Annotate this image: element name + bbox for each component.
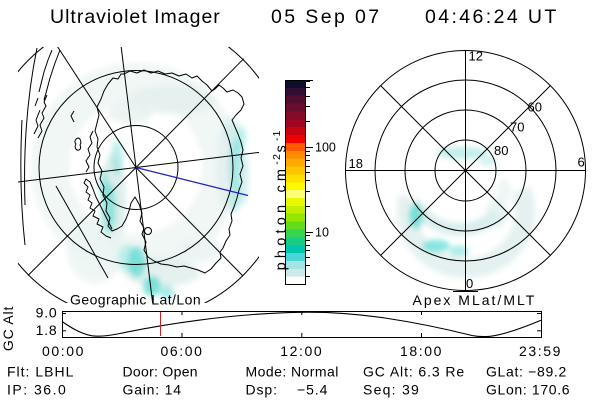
- svg-text:12:00: 12:00: [280, 343, 323, 359]
- svg-text:Door: Open: Door: Open: [123, 364, 198, 380]
- svg-text:Dsp: −5.4: Dsp: −5.4: [246, 382, 329, 398]
- svg-text:Flt: LBHL: Flt: LBHL: [7, 364, 74, 380]
- svg-text:06:00: 06:00: [160, 343, 203, 359]
- svg-text:GC Alt: 6.3 Re: GC Alt: 6.3 Re: [363, 364, 465, 380]
- svg-text:12: 12: [469, 49, 483, 64]
- svg-text:70: 70: [510, 120, 524, 135]
- svg-text:80: 80: [494, 143, 508, 158]
- svg-text:GLat: −89.2: GLat: −89.2: [486, 364, 567, 380]
- svg-text:60: 60: [528, 100, 542, 115]
- svg-text:Ultraviolet Imager: Ultraviolet Imager: [50, 6, 221, 28]
- svg-text:IP: 36.0: IP: 36.0: [7, 382, 67, 398]
- svg-text:18:00: 18:00: [400, 343, 443, 359]
- svg-text:23:59: 23:59: [519, 343, 562, 359]
- svg-text:Geographic Lat/Lon: Geographic Lat/Lon: [70, 292, 201, 308]
- svg-text:1.8: 1.8: [36, 322, 58, 338]
- svg-text:05 Sep 07: 05 Sep 07: [271, 6, 382, 28]
- svg-text:Seq: 39: Seq: 39: [363, 382, 420, 398]
- svg-text:GC Alt: GC Alt: [0, 306, 16, 351]
- svg-text:100: 100: [315, 141, 336, 155]
- svg-text:9.0: 9.0: [36, 305, 58, 321]
- svg-text:Apex MLat/MLT: Apex MLat/MLT: [413, 292, 537, 308]
- svg-text:photon cm-2s-1: photon cm-2s-1: [271, 130, 290, 271]
- svg-text:6: 6: [578, 155, 585, 170]
- svg-text:18: 18: [349, 156, 363, 171]
- svg-text:Mode: Normal: Mode: Normal: [246, 364, 339, 380]
- svg-text:0: 0: [466, 276, 473, 291]
- svg-text:00:00: 00:00: [42, 343, 85, 359]
- svg-text:04:46:24 UT: 04:46:24 UT: [425, 6, 559, 28]
- svg-text:10: 10: [315, 226, 329, 240]
- svg-text:Gain: 14: Gain: 14: [123, 382, 182, 398]
- svg-text:GLon: 170.6: GLon: 170.6: [486, 382, 570, 398]
